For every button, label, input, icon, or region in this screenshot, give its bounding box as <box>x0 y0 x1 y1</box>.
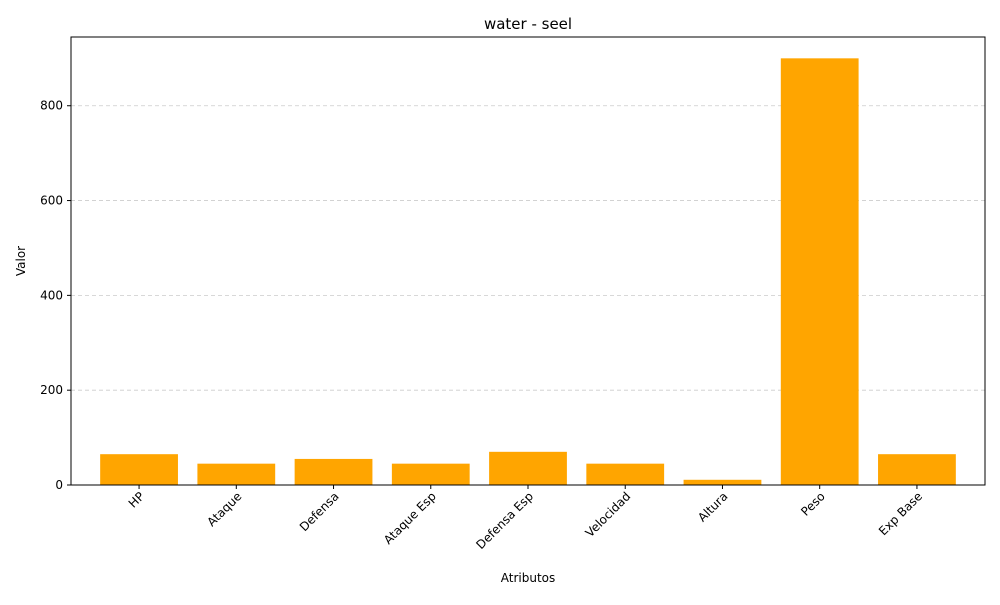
y-axis-label: Valor <box>14 246 28 276</box>
bar <box>100 454 178 485</box>
bar <box>683 479 762 485</box>
y-tick-label: 0 <box>55 478 63 492</box>
x-tick-label: HP <box>126 489 147 510</box>
y-tick-label: 400 <box>40 288 63 302</box>
y-axis-ticks: 0 200 400 600 800 <box>40 99 71 492</box>
x-tick-label: Ataque <box>204 489 244 529</box>
gridlines <box>71 105 985 391</box>
bar <box>586 463 665 485</box>
chart-title: water - seel <box>484 15 572 33</box>
bar <box>878 454 956 485</box>
bar <box>489 451 567 485</box>
x-tick-label: Defensa <box>297 489 342 534</box>
bar <box>780 58 859 485</box>
x-tick-label: Peso <box>798 489 828 519</box>
x-axis-ticks: HP Ataque Defensa Ataque Esp Defensa Esp Velo… <box>126 485 925 552</box>
y-tick-label: 200 <box>40 383 63 397</box>
x-tick-label: Defensa Esp <box>473 489 536 552</box>
x-tick-label: Altura <box>695 489 730 524</box>
x-tick-label: Velocidad <box>583 489 634 540</box>
y-tick-label: 600 <box>40 194 63 208</box>
x-tick-label: Exp Base <box>876 489 925 538</box>
bar <box>391 463 470 485</box>
x-tick-label: Ataque Esp <box>381 489 439 547</box>
bar <box>294 458 373 485</box>
bar <box>197 463 276 485</box>
x-axis-label: Atributos <box>501 571 556 585</box>
y-tick-label: 800 <box>40 99 63 113</box>
bars <box>100 58 956 485</box>
